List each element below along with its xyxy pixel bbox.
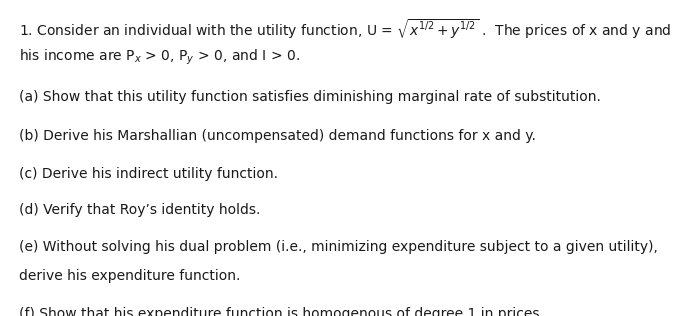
Text: (e) Without solving his dual problem (i.e., minimizing expenditure subject to a : (e) Without solving his dual problem (i.…: [20, 240, 658, 254]
Text: 1. Consider an individual with the utility function, U = $\sqrt{x^{1/2}+y^{1/2}}: 1. Consider an individual with the utili…: [20, 17, 672, 41]
Text: derive his expenditure function.: derive his expenditure function.: [20, 270, 241, 283]
Text: his income are P$_{x}$ > 0, P$_{y}$ > 0, and I > 0.: his income are P$_{x}$ > 0, P$_{y}$ > 0,…: [20, 48, 300, 67]
Text: (d) Verify that Roy’s identity holds.: (d) Verify that Roy’s identity holds.: [20, 203, 260, 217]
Text: (a) Show that this utility function satisfies diminishing marginal rate of subst: (a) Show that this utility function sati…: [20, 90, 601, 104]
Text: (f) Show that his expenditure function is homogenous of degree 1 in prices.: (f) Show that his expenditure function i…: [20, 307, 544, 316]
Text: (c) Derive his indirect utility function.: (c) Derive his indirect utility function…: [20, 167, 279, 181]
Text: (b) Derive his Marshallian (uncompensated) demand functions for x and y.: (b) Derive his Marshallian (uncompensate…: [20, 129, 536, 143]
